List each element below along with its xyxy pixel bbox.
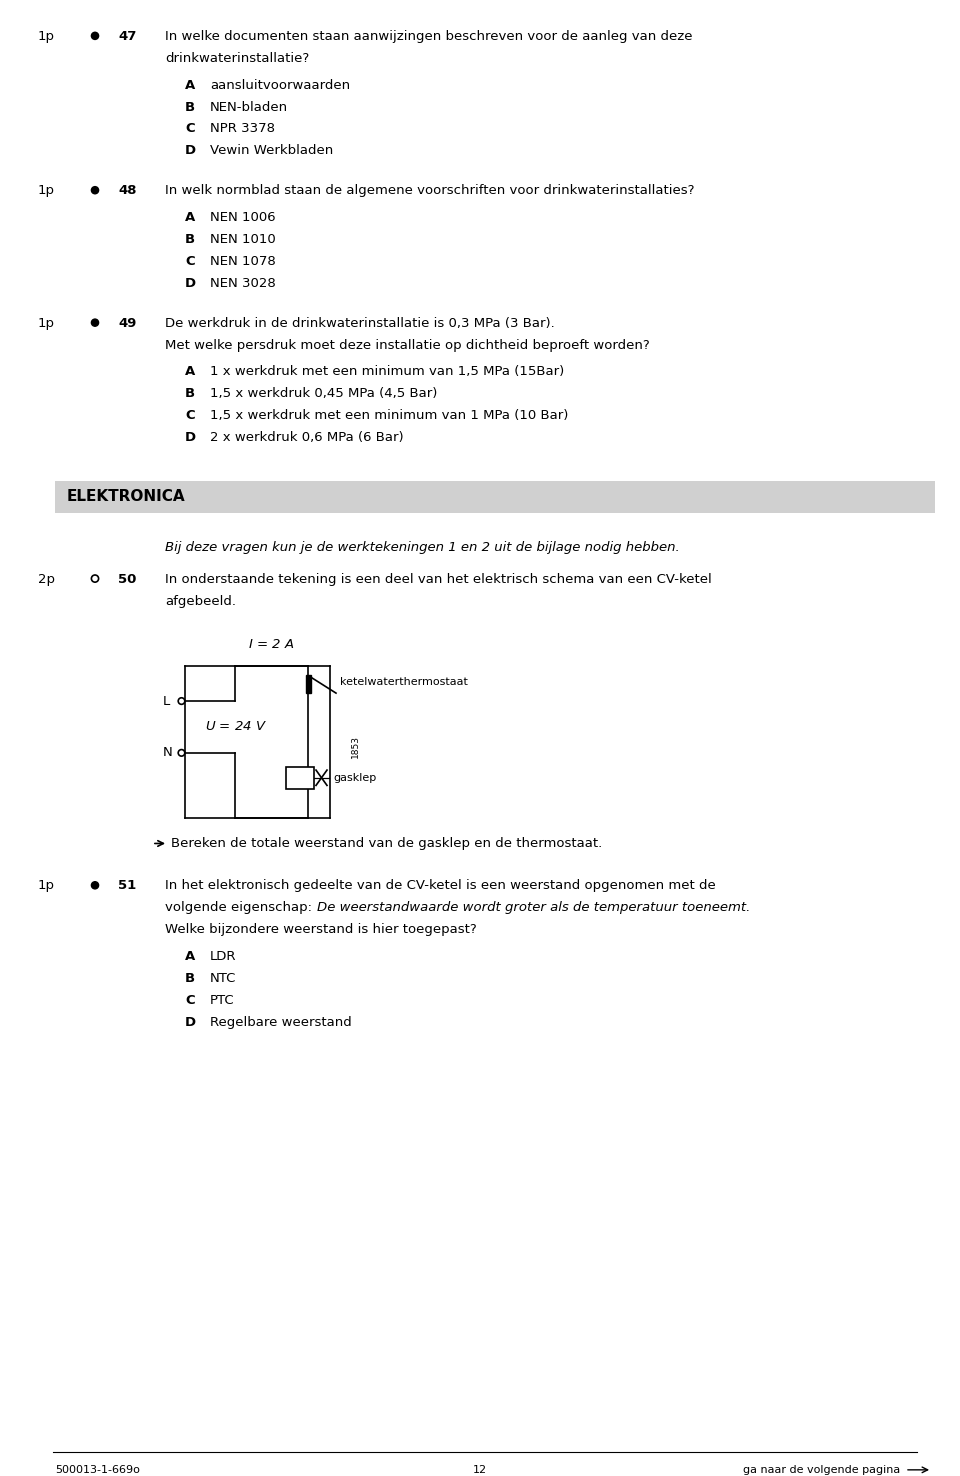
Text: D: D (185, 1015, 196, 1029)
Text: 1p: 1p (38, 30, 55, 43)
Text: 48: 48 (118, 184, 136, 198)
Circle shape (91, 319, 99, 326)
Text: In het elektronisch gedeelte van de CV-ketel is een weerstand opgenomen met de: In het elektronisch gedeelte van de CV-k… (165, 880, 716, 893)
Text: aansluitvoorwaarden: aansluitvoorwaarden (210, 78, 350, 92)
Text: $I$ = 2 A: $I$ = 2 A (248, 638, 294, 651)
Text: Welke bijzondere weerstand is hier toegepast?: Welke bijzondere weerstand is hier toege… (165, 922, 477, 936)
Text: NEN 1010: NEN 1010 (210, 233, 276, 246)
Text: NEN-bladen: NEN-bladen (210, 100, 288, 114)
Text: A: A (185, 951, 195, 962)
Text: drinkwaterinstallatie?: drinkwaterinstallatie? (165, 52, 309, 65)
Text: afgebeeld.: afgebeeld. (165, 595, 236, 608)
Text: D: D (185, 431, 196, 444)
Text: B: B (185, 100, 195, 114)
Bar (286, 768, 314, 788)
Text: 49: 49 (118, 317, 136, 329)
Text: 1,5 x werkdruk met een minimum van 1 MPa (10 Bar): 1,5 x werkdruk met een minimum van 1 MPa… (210, 409, 568, 422)
Text: 1p: 1p (38, 880, 55, 893)
Text: 50: 50 (118, 573, 136, 586)
Bar (305, 675, 310, 694)
Text: In welke documenten staan aanwijzingen beschreven voor de aanleg van deze: In welke documenten staan aanwijzingen b… (165, 30, 692, 43)
Text: PTC: PTC (210, 993, 234, 1007)
Text: C: C (185, 255, 195, 269)
Text: 1,5 x werkdruk 0,45 MPa (4,5 Bar): 1,5 x werkdruk 0,45 MPa (4,5 Bar) (210, 387, 438, 400)
Text: 1p: 1p (38, 317, 55, 329)
Text: NTC: NTC (210, 971, 236, 984)
Text: NEN 1078: NEN 1078 (210, 255, 276, 269)
Text: C: C (185, 409, 195, 422)
Text: 2 x werkdruk 0,6 MPa (6 Bar): 2 x werkdruk 0,6 MPa (6 Bar) (210, 431, 403, 444)
Text: NEN 1006: NEN 1006 (210, 211, 276, 224)
Text: D: D (185, 277, 196, 289)
FancyBboxPatch shape (55, 481, 935, 512)
Circle shape (91, 32, 99, 40)
Text: A: A (185, 78, 195, 92)
Text: gasklep: gasklep (333, 773, 376, 782)
Text: Vewin Werkbladen: Vewin Werkbladen (210, 145, 333, 158)
Text: Bereken de totale weerstand van de gasklep en de thermostaat.: Bereken de totale weerstand van de gaskl… (171, 837, 602, 850)
Text: 1p: 1p (38, 184, 55, 198)
Text: ketelwaterthermostaat: ketelwaterthermostaat (340, 677, 468, 688)
Text: De weerstandwaarde wordt groter als de temperatuur toeneemt.: De weerstandwaarde wordt groter als de t… (317, 902, 751, 914)
Text: In onderstaande tekening is een deel van het elektrisch schema van een CV-ketel: In onderstaande tekening is een deel van… (165, 573, 711, 586)
Text: 1853: 1853 (350, 735, 359, 759)
Text: LDR: LDR (210, 951, 236, 962)
Text: 12: 12 (473, 1464, 487, 1475)
Text: B: B (185, 971, 195, 984)
Text: Met welke persdruk moet deze installatie op dichtheid beproeft worden?: Met welke persdruk moet deze installatie… (165, 338, 650, 351)
Text: A: A (185, 366, 195, 378)
Text: B: B (185, 387, 195, 400)
Text: 1 x werkdruk met een minimum van 1,5 MPa (15Bar): 1 x werkdruk met een minimum van 1,5 MPa… (210, 366, 564, 378)
Text: ga naar de volgende pagina: ga naar de volgende pagina (743, 1464, 900, 1475)
Text: NPR 3378: NPR 3378 (210, 123, 275, 136)
Text: 500013-1-669o: 500013-1-669o (55, 1464, 140, 1475)
Circle shape (91, 881, 99, 889)
Text: D: D (185, 145, 196, 158)
Text: B: B (185, 233, 195, 246)
Text: 51: 51 (118, 880, 136, 893)
Text: ELEKTRONICA: ELEKTRONICA (67, 490, 185, 505)
Text: 47: 47 (118, 30, 136, 43)
Text: A: A (185, 211, 195, 224)
Circle shape (91, 186, 99, 193)
Text: L: L (163, 695, 170, 707)
Text: 2p: 2p (38, 573, 55, 586)
Text: NEN 3028: NEN 3028 (210, 277, 276, 289)
Text: Bij deze vragen kun je de werktekeningen 1 en 2 uit de bijlage nodig hebben.: Bij deze vragen kun je de werktekeningen… (165, 540, 680, 554)
Text: In welk normblad staan de algemene voorschriften voor drinkwaterinstallaties?: In welk normblad staan de algemene voors… (165, 184, 694, 198)
Text: volgende eigenschap:: volgende eigenschap: (165, 902, 316, 914)
Text: N: N (163, 747, 173, 759)
Text: C: C (185, 123, 195, 136)
Text: $U$ = 24 V: $U$ = 24 V (205, 720, 267, 734)
Text: C: C (185, 993, 195, 1007)
Text: Regelbare weerstand: Regelbare weerstand (210, 1015, 351, 1029)
Text: De werkdruk in de drinkwaterinstallatie is 0,3 MPa (3 Bar).: De werkdruk in de drinkwaterinstallatie … (165, 317, 555, 329)
